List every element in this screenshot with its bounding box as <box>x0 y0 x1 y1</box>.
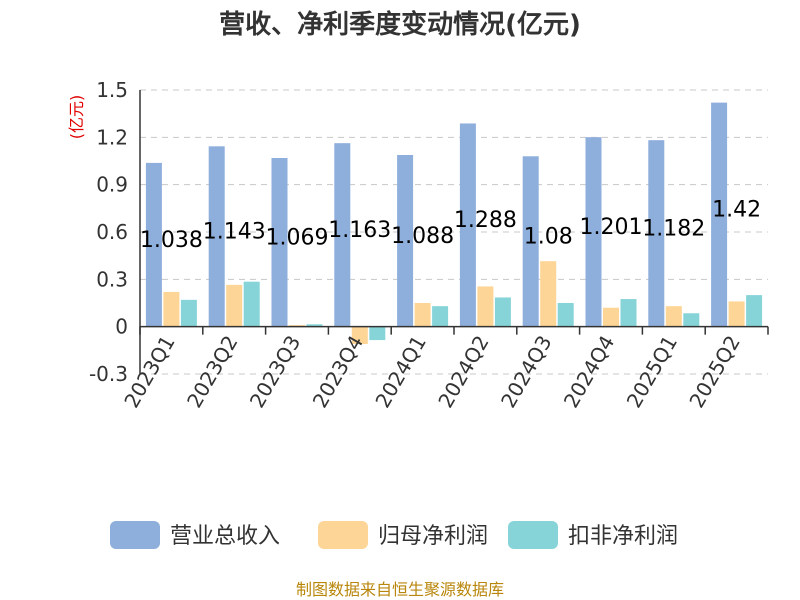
bar-2 <box>351 326 368 345</box>
y-tick-label: 1.5 <box>96 78 128 102</box>
y-axis-unit: (亿元) <box>67 95 86 140</box>
bar-1 <box>711 102 728 327</box>
chart-title: 营收、净利季度变动情况(亿元) <box>219 9 581 40</box>
bar-1 <box>145 162 162 327</box>
y-tick-label: 1.2 <box>96 125 128 149</box>
y-tick-label: 0.3 <box>96 267 128 291</box>
bar-3 <box>494 297 511 327</box>
x-tick-label: 2023Q1 <box>119 331 179 412</box>
bar-1 <box>459 123 476 327</box>
x-tick-label: 2024Q3 <box>496 331 556 412</box>
data-label: 1.143 <box>203 219 266 244</box>
x-tick-label: 2024Q4 <box>559 331 619 412</box>
data-label: 1.038 <box>140 228 203 253</box>
bar-3 <box>180 299 197 327</box>
bars <box>145 102 763 345</box>
data-label: 1.182 <box>642 216 705 241</box>
bar-2 <box>665 306 682 327</box>
x-tick-label: 2024Q2 <box>433 331 493 412</box>
bar-1 <box>208 146 225 327</box>
bar-2 <box>289 325 305 327</box>
x-tick-label: 2023Q2 <box>182 331 242 412</box>
legend-swatch <box>110 521 160 549</box>
x-tick-label: 2025Q2 <box>684 331 744 412</box>
legend-swatch <box>508 521 558 549</box>
data-label: 1.069 <box>266 225 329 250</box>
data-label: 1.088 <box>391 224 454 249</box>
bar-3 <box>746 295 763 327</box>
bar-3 <box>243 281 260 327</box>
bar-1 <box>648 140 665 327</box>
data-label: 1.288 <box>454 208 517 233</box>
legend-swatch <box>318 521 368 549</box>
legend-label: 扣非净利润 <box>568 524 678 549</box>
bar-3 <box>620 299 637 327</box>
legend: 营业总收入 归母净利润 扣非净利润 <box>110 521 678 549</box>
bar-2 <box>540 261 557 327</box>
data-label: 1.201 <box>580 215 643 240</box>
source-note: 制图数据来自恒生聚源数据库 <box>296 580 504 599</box>
data-label: 1.08 <box>524 224 573 249</box>
bar-1 <box>522 156 539 327</box>
y-tick-label: 0.9 <box>96 173 128 197</box>
bar-2 <box>603 307 619 327</box>
bar-3 <box>432 306 449 327</box>
bar-3 <box>306 324 323 327</box>
y-tick-label: 0.6 <box>96 220 128 244</box>
bar-2 <box>728 301 745 327</box>
data-label: 1.42 <box>712 198 761 223</box>
x-tick-label: 2023Q4 <box>308 331 368 412</box>
bar-1 <box>585 137 602 327</box>
y-tick-label: -0.3 <box>89 362 128 386</box>
legend-label: 营业总收入 <box>170 524 280 549</box>
bar-1 <box>397 155 414 327</box>
bar-2 <box>477 286 494 327</box>
bar-3 <box>557 303 574 327</box>
x-tick-label: 2024Q1 <box>370 331 430 412</box>
bar-2 <box>414 303 431 327</box>
x-tick-label: 2023Q3 <box>245 331 305 412</box>
bar-3 <box>369 326 386 341</box>
y-tick-label: 0 <box>115 315 128 339</box>
bar-3 <box>683 313 700 327</box>
bar-1 <box>271 158 288 327</box>
legend-label: 归母净利润 <box>378 524 488 549</box>
bar-1 <box>334 143 351 327</box>
bar-2 <box>163 291 180 327</box>
data-label: 1.163 <box>328 218 391 243</box>
x-tick-label: 2025Q1 <box>622 331 682 412</box>
bar-2 <box>226 284 243 327</box>
